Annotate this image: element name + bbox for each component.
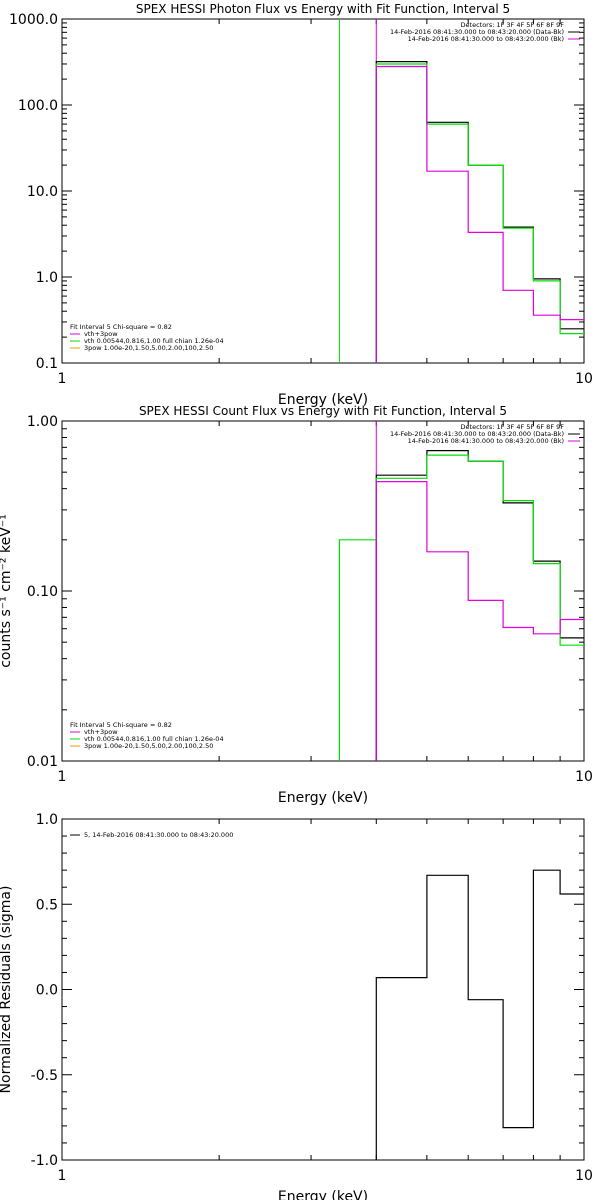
y-tick-label: 0.5 [36,897,58,913]
y-tick-label: 1.00 [27,414,58,430]
info-line: Detectors: 1F 3F 4F 5F 6F 8F 9F [461,21,565,29]
chart-title: SPEX HESSI Count Flux vs Energy with Fit… [139,404,507,418]
plot-frame [61,420,585,762]
y-tick-label: 0.1 [36,356,58,372]
series-0-line [375,450,584,761]
x-tick-label: 10 [575,1168,593,1184]
legend-entry: 5, 14-Feb-2016 08:41:30.000 to 08:43:20.… [84,831,233,839]
series-0-line [375,869,584,1160]
info-line: 14-Feb-2016 08:41:30.000 to 08:43:20.000… [390,28,564,36]
y-axis-label: Normalized Residuals (sigma) [0,886,14,1094]
panel-1: SPEX HESSI Photon Flux vs Energy with Fi… [9,2,593,408]
y-tick-label: 0.10 [27,584,58,600]
y-tick-label: 0.01 [27,754,58,770]
x-axis-label: Energy (keV) [278,392,368,408]
panel-3: 1 10 Energy (keV) 1.0 0.5 0.0 -0.5 -1.0 Normaliz… [0,812,593,1200]
chart-title: SPEX HESSI Photon Flux vs Energy with Fi… [136,2,510,16]
legend-entry: Fit Interval 5 Chi-square = 0.82 [70,323,172,331]
x-tick-label: 1 [58,371,67,387]
x-tick-label: 1 [58,1168,67,1184]
info-line: 14-Feb-2016 08:41:30.000 to 08:43:20.000… [408,35,564,43]
series-2-line [375,65,584,363]
y-tick-label: 0.0 [36,983,58,999]
y-tick-label: 1.0 [36,270,58,286]
series-2-line [375,481,584,761]
legend-entry: 3pow 1.00e-20,1.50,5.00,2.00,100,2.50 [84,742,213,750]
panel-2: SPEX HESSI Count Flux vs Energy with Fit… [0,404,593,806]
y-tick-label: 1000.0 [9,12,58,28]
series-1-line [375,63,584,363]
series-0-line [375,61,584,363]
y-tick-label: 1.0 [36,812,58,828]
y-axis-label: counts s⁻¹ cm⁻² keV⁻¹ [0,514,14,668]
legend-entry: Fit Interval 5 Chi-square = 0.82 [70,721,172,729]
legend-entry: vth 0.00544,0.816,1.00 full chian 1.26e-… [84,337,224,345]
x-axis-label: Energy (keV) [278,790,368,806]
legend-entry: 3pow 1.00e-20,1.50,5.00,2.00,100,2.50 [84,344,213,352]
info-line: 14-Feb-2016 08:41:30.000 to 08:43:20.000… [390,430,564,438]
legend-entry: vth+3pow [84,330,118,338]
x-tick-label: 10 [575,769,593,785]
info-line: Detectors: 1F 3F 4F 5F 6F 8F 9F [461,423,565,431]
x-axis-label: Energy (keV) [278,1189,368,1200]
plot-frame [61,818,585,1161]
info-line: 14-Feb-2016 08:41:30.000 to 08:43:20.000… [408,437,564,445]
legend-entry: vth 0.00544,0.816,1.00 full chian 1.26e-… [84,735,224,743]
y-tick-label: 10.0 [27,184,58,200]
plot-frame [61,18,585,364]
y-tick-label: -0.5 [31,1068,58,1084]
legend-entry: vth+3pow [84,728,118,736]
y-tick-label: -1.0 [31,1153,58,1169]
x-tick-label: 1 [58,769,67,785]
y-tick-label: 100.0 [18,98,58,114]
x-tick-label: 10 [575,371,593,387]
